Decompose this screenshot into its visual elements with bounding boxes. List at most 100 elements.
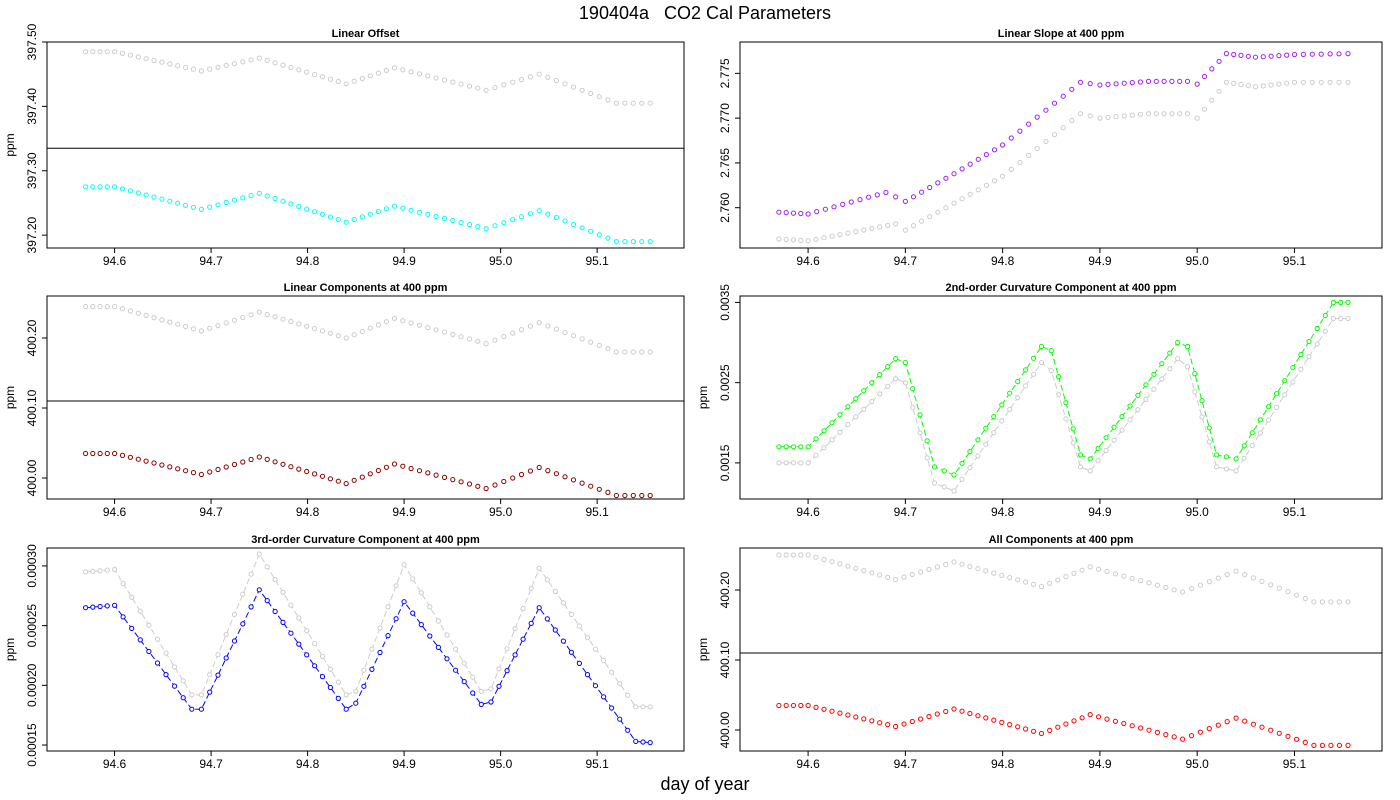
data-point: [1077, 111, 1084, 117]
data-point: [1034, 114, 1040, 120]
data-point: [240, 459, 246, 465]
data-point: [1017, 159, 1023, 165]
data-point: [805, 460, 811, 466]
data-point: [151, 194, 157, 200]
data-point: [119, 306, 126, 312]
data-point: [296, 321, 302, 327]
data-point: [1188, 733, 1195, 739]
data-point: [592, 683, 599, 689]
data-point: [633, 738, 639, 745]
data-point: [444, 632, 450, 638]
data-point: [805, 552, 811, 558]
data-point: [198, 68, 204, 74]
x-tick-label: 94.9: [1088, 757, 1112, 771]
data-point: [393, 616, 399, 622]
x-tick-label: 95.0: [489, 505, 513, 519]
data-point: [240, 314, 246, 321]
data-point: [377, 649, 383, 656]
data-point: [272, 314, 278, 320]
data-point: [488, 686, 494, 692]
data-point: [617, 716, 623, 722]
data-point: [1276, 585, 1282, 591]
x-tick-label: 94.8: [991, 757, 1015, 771]
x-tick-label: 94.7: [894, 254, 918, 268]
data-point: [425, 470, 431, 476]
data-point: [223, 62, 229, 69]
data-point: [1026, 152, 1032, 158]
data-point: [512, 652, 518, 658]
data-point: [361, 683, 367, 689]
data-point: [975, 566, 981, 572]
data-point: [1031, 371, 1037, 377]
data-point: [776, 702, 782, 709]
data-point: [853, 229, 859, 235]
series-2: [83, 587, 653, 746]
data-point: [143, 192, 149, 198]
data-point: [146, 648, 152, 655]
data-point: [183, 64, 189, 71]
data-point: [613, 100, 620, 106]
data-point: [959, 460, 965, 466]
data-point: [135, 190, 141, 196]
data-point: [104, 450, 110, 457]
data-point: [1159, 376, 1165, 382]
data-point: [1070, 440, 1076, 446]
data-point: [798, 210, 804, 217]
data-point: [492, 85, 498, 91]
data-point: [1095, 458, 1101, 464]
data-point: [190, 470, 197, 476]
data-point: [927, 214, 933, 220]
data-point: [625, 692, 631, 698]
data-point: [151, 460, 157, 466]
data-point: [223, 655, 229, 661]
y-tick-label: 400.00: [25, 459, 39, 496]
data-point: [1163, 584, 1169, 591]
data-point: [1097, 115, 1103, 121]
data-point: [919, 218, 925, 224]
data-point: [1119, 427, 1125, 433]
data-point: [630, 239, 636, 245]
data-point: [288, 201, 294, 207]
data-point: [959, 561, 965, 567]
data-point: [1071, 718, 1077, 724]
data-point: [999, 572, 1005, 579]
data-point: [639, 100, 645, 106]
data-point: [1180, 736, 1186, 742]
y-tick-label: 2.765: [718, 148, 732, 178]
data-point: [512, 626, 518, 632]
data-point: [1199, 398, 1205, 404]
data-point: [570, 84, 577, 90]
data-point: [1265, 404, 1272, 410]
data-point: [248, 604, 254, 610]
data-point: [408, 207, 414, 213]
data-point: [215, 672, 221, 678]
data-point: [813, 236, 819, 242]
data-point: [1063, 574, 1069, 580]
data-point: [1112, 571, 1119, 577]
data-point: [1302, 739, 1308, 746]
data-point: [433, 75, 439, 81]
data-point: [470, 690, 476, 696]
data-point: [112, 602, 118, 608]
data-point: [776, 236, 782, 242]
data-point: [1146, 727, 1152, 733]
data-point: [112, 49, 118, 55]
data-point: [215, 202, 221, 208]
data-point: [112, 184, 118, 190]
data-point: [579, 87, 585, 93]
data-point: [1290, 379, 1296, 385]
data-point: [416, 71, 423, 77]
data-point: [256, 309, 262, 315]
data-point: [853, 714, 859, 720]
data-point: [90, 450, 96, 457]
data-point: [1241, 455, 1247, 461]
plot-frame: [739, 547, 1383, 752]
data-point: [189, 706, 195, 712]
data-point: [375, 70, 381, 76]
data-point: [1311, 742, 1317, 749]
data-point: [343, 706, 349, 712]
data-point: [1336, 742, 1343, 749]
data-point: [1231, 51, 1237, 58]
data-point: [1129, 575, 1135, 582]
